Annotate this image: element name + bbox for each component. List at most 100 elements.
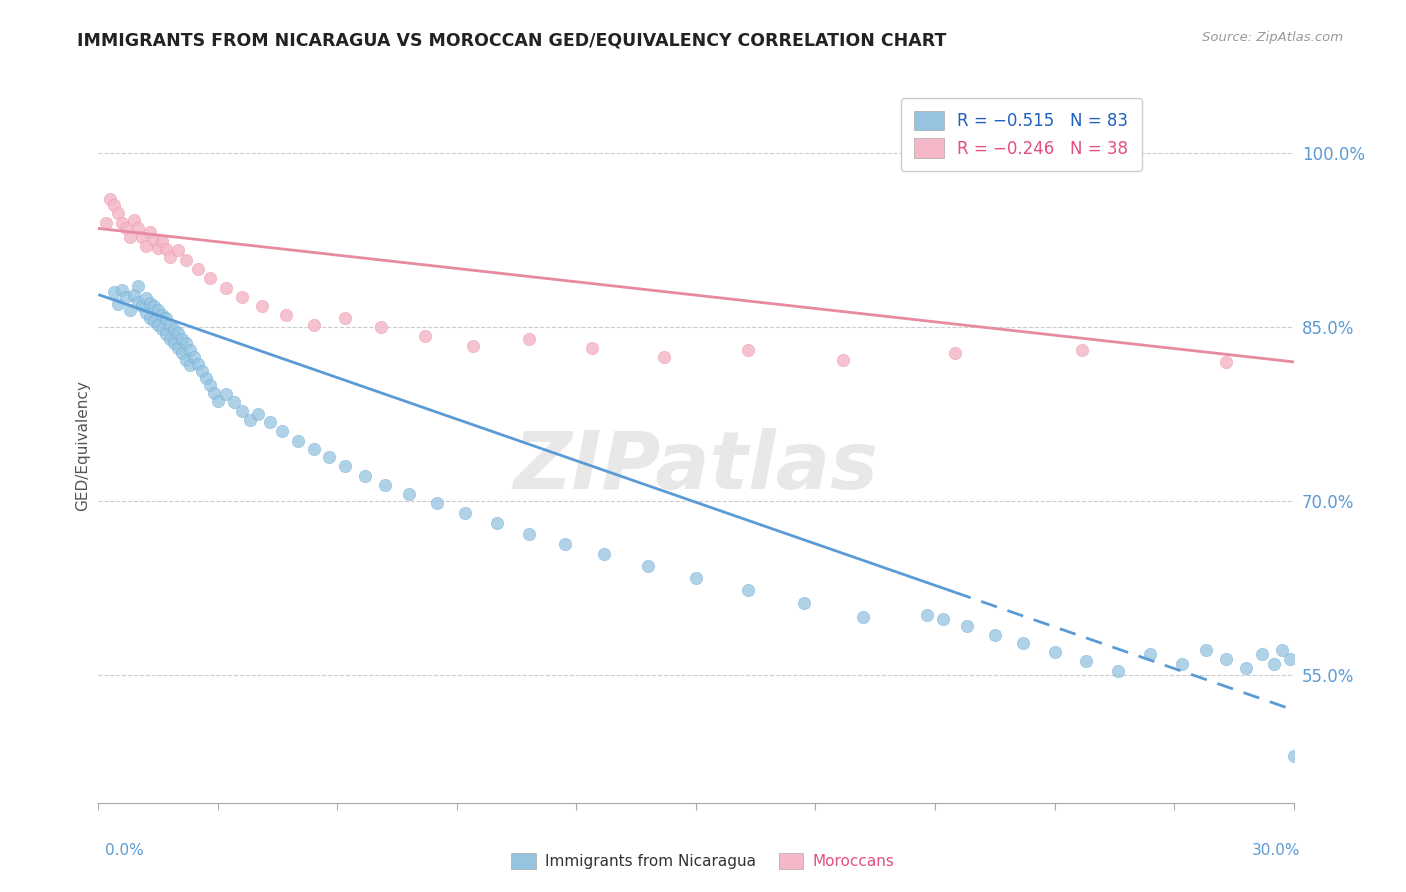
Point — [174, 252, 197, 267]
Point — [148, 241, 170, 255]
Point — [159, 251, 181, 265]
Point — [150, 234, 173, 248]
Point — [135, 306, 157, 320]
Point — [1043, 645, 1066, 659]
Point — [139, 295, 162, 310]
Point — [274, 309, 297, 323]
Point — [374, 478, 396, 492]
Point — [485, 516, 508, 531]
Point — [159, 332, 181, 346]
Point — [167, 341, 190, 355]
Point — [793, 596, 815, 610]
Point — [517, 526, 540, 541]
Point — [737, 583, 759, 598]
Text: IMMIGRANTS FROM NICARAGUA VS MOROCCAN GED/EQUIVALENCY CORRELATION CHART: IMMIGRANTS FROM NICARAGUA VS MOROCCAN GE… — [77, 31, 946, 49]
Point — [1271, 642, 1294, 657]
Point — [454, 506, 477, 520]
Point — [1139, 647, 1161, 661]
Point — [637, 559, 659, 574]
Point — [318, 450, 340, 464]
Point — [124, 287, 146, 301]
Point — [191, 364, 214, 378]
Point — [139, 225, 162, 239]
Point — [120, 302, 142, 317]
Point — [215, 280, 238, 294]
Point — [172, 345, 194, 359]
Point — [287, 434, 309, 448]
Legend: R = −0.515   N = 83, R = −0.246   N = 38: R = −0.515 N = 83, R = −0.246 N = 38 — [901, 97, 1142, 171]
Point — [174, 352, 197, 367]
Point — [231, 290, 253, 304]
Point — [167, 244, 190, 258]
Point — [246, 407, 269, 421]
Point — [1076, 654, 1098, 668]
Point — [124, 213, 146, 227]
Point — [150, 322, 173, 336]
Point — [335, 459, 357, 474]
Point — [335, 310, 357, 325]
Point — [354, 468, 377, 483]
Point — [554, 537, 576, 551]
Point — [143, 233, 166, 247]
Point — [183, 350, 205, 364]
Point — [593, 548, 616, 562]
Point — [107, 206, 129, 220]
Y-axis label: GED/Equivalency: GED/Equivalency — [75, 381, 90, 511]
Point — [652, 350, 675, 364]
Text: Source: ZipAtlas.com: Source: ZipAtlas.com — [1202, 31, 1343, 45]
Point — [581, 341, 603, 355]
Point — [103, 285, 125, 300]
Point — [131, 299, 153, 313]
Point — [120, 229, 142, 244]
Point — [198, 271, 221, 285]
Point — [413, 329, 436, 343]
Point — [398, 487, 420, 501]
Point — [737, 343, 759, 358]
Point — [148, 318, 170, 332]
Point — [198, 378, 221, 392]
Point — [127, 221, 149, 235]
Point — [984, 627, 1007, 641]
Point — [172, 332, 194, 346]
Point — [96, 216, 118, 230]
Point — [115, 290, 138, 304]
Point — [1171, 657, 1194, 671]
Point — [517, 332, 540, 346]
Point — [956, 619, 979, 633]
Point — [103, 198, 125, 212]
Point — [167, 326, 190, 340]
Point — [143, 314, 166, 328]
Point — [207, 394, 229, 409]
Point — [179, 359, 201, 373]
Point — [915, 607, 938, 622]
Point — [302, 442, 325, 456]
Point — [222, 395, 245, 409]
Point — [250, 299, 273, 313]
Point — [187, 262, 209, 277]
Text: 0.0%: 0.0% — [105, 843, 145, 858]
Point — [98, 193, 122, 207]
Point — [111, 216, 134, 230]
Point — [1278, 652, 1301, 666]
Text: 30.0%: 30.0% — [1253, 843, 1301, 858]
Point — [155, 243, 177, 257]
Point — [148, 302, 170, 317]
Point — [685, 571, 707, 585]
Point — [1011, 635, 1033, 649]
Point — [1071, 343, 1094, 358]
Point — [370, 320, 392, 334]
Point — [131, 229, 153, 244]
Legend: Immigrants from Nicaragua, Moroccans: Immigrants from Nicaragua, Moroccans — [505, 847, 901, 875]
Point — [1282, 749, 1305, 764]
Point — [163, 322, 186, 336]
Point — [932, 612, 955, 626]
Point — [426, 496, 449, 510]
Point — [135, 239, 157, 253]
Point — [239, 413, 262, 427]
Point — [155, 326, 177, 341]
Point — [1107, 664, 1129, 678]
Point — [215, 387, 238, 401]
Point — [187, 357, 209, 371]
Point — [143, 299, 166, 313]
Point — [139, 310, 162, 325]
